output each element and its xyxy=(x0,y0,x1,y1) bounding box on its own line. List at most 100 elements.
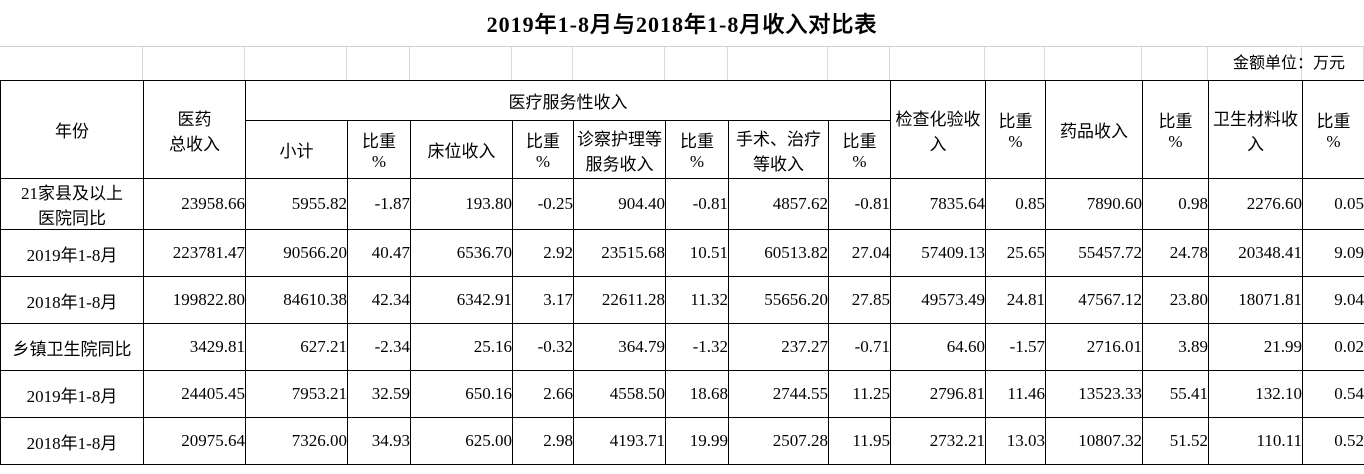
value-cell: 193.80 xyxy=(410,178,513,230)
table-row: 21家县及以上 医院同比 23958.66 5955.82 -1.87 193.80 -0… xyxy=(0,178,1364,230)
value-cell: 42.34 xyxy=(347,276,411,324)
value-cell: 6536.70 xyxy=(410,229,513,277)
table-row: 2019年1-8月 223781.47 90566.20 40.47 6536.70 2.… xyxy=(0,229,1364,277)
value-cell: 25.16 xyxy=(410,323,513,371)
value-cell: 3.89 xyxy=(1142,323,1209,371)
gridline-cell xyxy=(985,47,1045,80)
value-cell: 0.98 xyxy=(1142,178,1209,230)
value-cell: 11.25 xyxy=(828,370,891,418)
col-header-year: 年份 xyxy=(0,80,144,179)
value-cell: 9.04 xyxy=(1302,276,1364,324)
col-header-ratio: 比重 % xyxy=(347,120,411,179)
value-cell: 13523.33 xyxy=(1045,370,1143,418)
value-cell: 6342.91 xyxy=(410,276,513,324)
col-header-ratio: 比重 % xyxy=(665,120,729,179)
value-cell: 60513.82 xyxy=(728,229,829,277)
value-cell: 51.52 xyxy=(1142,417,1209,465)
value-cell: 11.32 xyxy=(665,276,729,324)
row-label: 21家县及以上 医院同比 xyxy=(0,178,144,230)
value-cell: 27.04 xyxy=(828,229,891,277)
gridline-cell xyxy=(728,47,828,80)
value-cell: -0.71 xyxy=(828,323,891,371)
value-cell: 627.21 xyxy=(245,323,348,371)
value-cell: 625.00 xyxy=(410,417,513,465)
value-cell: 11.46 xyxy=(985,370,1046,418)
gridline-cell xyxy=(828,47,890,80)
col-header-subtotal: 小计 xyxy=(245,120,348,179)
value-cell: 4558.50 xyxy=(573,370,666,418)
value-cell: 0.05 xyxy=(1302,178,1364,230)
table-body: 21家县及以上 医院同比 23958.66 5955.82 -1.87 193.80 -0… xyxy=(0,178,1364,465)
col-header-bed-revenue: 床位收入 xyxy=(410,120,513,179)
value-cell: 55457.72 xyxy=(1045,229,1143,277)
col-header-exam-care-revenue: 诊察护理等 服务收入 xyxy=(573,120,666,179)
value-cell: 2732.21 xyxy=(890,417,986,465)
value-cell: 3429.81 xyxy=(143,323,246,371)
value-cell: 2716.01 xyxy=(1045,323,1143,371)
value-cell: 237.27 xyxy=(728,323,829,371)
value-cell: 40.47 xyxy=(347,229,411,277)
value-cell: 84610.38 xyxy=(245,276,348,324)
gridline-cell xyxy=(347,47,410,80)
value-cell: 0.02 xyxy=(1302,323,1364,371)
value-cell: 20348.41 xyxy=(1208,229,1303,277)
row-label: 2019年1-8月 xyxy=(0,370,144,418)
value-cell: 24.78 xyxy=(1142,229,1209,277)
unit-row: 金额单位：万元 xyxy=(0,47,1364,80)
gridline-cell xyxy=(665,47,728,80)
value-cell: 22611.28 xyxy=(573,276,666,324)
row-label: 2018年1-8月 xyxy=(0,417,144,465)
value-cell: 2.98 xyxy=(512,417,574,465)
header-row-group: 年份 医药 总收入 医疗服务性收入 检查化验收 入 比重 % 药品收入 比重 %… xyxy=(0,80,1364,179)
value-cell: 13.03 xyxy=(985,417,1046,465)
table-header: 年份 医药 总收入 医疗服务性收入 检查化验收 入 比重 % 药品收入 比重 %… xyxy=(0,80,1364,179)
value-cell: 24.81 xyxy=(985,276,1046,324)
value-cell: 199822.80 xyxy=(143,276,246,324)
value-cell: 7890.60 xyxy=(1045,178,1143,230)
value-cell: 20975.64 xyxy=(143,417,246,465)
value-cell: 5955.82 xyxy=(245,178,348,230)
value-cell: 7835.64 xyxy=(890,178,986,230)
value-cell: 27.85 xyxy=(828,276,891,324)
value-cell: 47567.12 xyxy=(1045,276,1143,324)
value-cell: 2796.81 xyxy=(890,370,986,418)
row-label: 2018年1-8月 xyxy=(0,276,144,324)
value-cell: 7326.00 xyxy=(245,417,348,465)
value-cell: 23.80 xyxy=(1142,276,1209,324)
value-cell: 23515.68 xyxy=(573,229,666,277)
value-cell: 18071.81 xyxy=(1208,276,1303,324)
value-cell: 11.95 xyxy=(828,417,891,465)
value-cell: 650.16 xyxy=(410,370,513,418)
col-header-total-revenue: 医药 总收入 xyxy=(143,80,246,179)
value-cell: 2507.28 xyxy=(728,417,829,465)
value-cell: 18.68 xyxy=(665,370,729,418)
value-cell: -0.81 xyxy=(828,178,891,230)
value-cell: -1.87 xyxy=(347,178,411,230)
col-header-ratio: 比重 % xyxy=(512,120,574,179)
table-row: 2018年1-8月 199822.80 84610.38 42.34 6342.91 3.… xyxy=(0,276,1364,324)
page-title: 2019年1-8月与2018年1-8月收入对比表 xyxy=(486,12,878,37)
header-row-sub: 小计 比重 % 床位收入 比重 % 诊察护理等 服务收入 比重 % 手术、治疗 … xyxy=(1,120,1364,179)
row-label: 2019年1-8月 xyxy=(0,229,144,277)
value-cell: 90566.20 xyxy=(245,229,348,277)
col-header-drug-revenue: 药品收入 xyxy=(1045,80,1143,179)
gridline-cell xyxy=(890,47,985,80)
value-cell: 132.10 xyxy=(1208,370,1303,418)
value-cell: -0.81 xyxy=(665,178,729,230)
gridline-cell xyxy=(410,47,512,80)
gridline-cell xyxy=(143,47,245,80)
value-cell: 64.60 xyxy=(890,323,986,371)
value-cell: 9.09 xyxy=(1302,229,1364,277)
row-label: 乡镇卫生院同比 xyxy=(0,323,144,371)
value-cell: 2744.55 xyxy=(728,370,829,418)
value-cell: -0.25 xyxy=(512,178,574,230)
value-cell: 364.79 xyxy=(573,323,666,371)
col-group-medical-service-revenue: 医疗服务性收入 xyxy=(245,80,891,121)
value-cell: 24405.45 xyxy=(143,370,246,418)
col-header-material-revenue: 卫生材料收 入 xyxy=(1208,80,1303,179)
table-row: 2019年1-8月 24405.45 7953.21 32.59 650.16 2.66 4… xyxy=(0,370,1364,418)
col-header-ratio: 比重 % xyxy=(828,120,891,179)
value-cell: 2276.60 xyxy=(1208,178,1303,230)
col-header-ratio: 比重 % xyxy=(1142,80,1209,179)
value-cell: 0.54 xyxy=(1302,370,1364,418)
